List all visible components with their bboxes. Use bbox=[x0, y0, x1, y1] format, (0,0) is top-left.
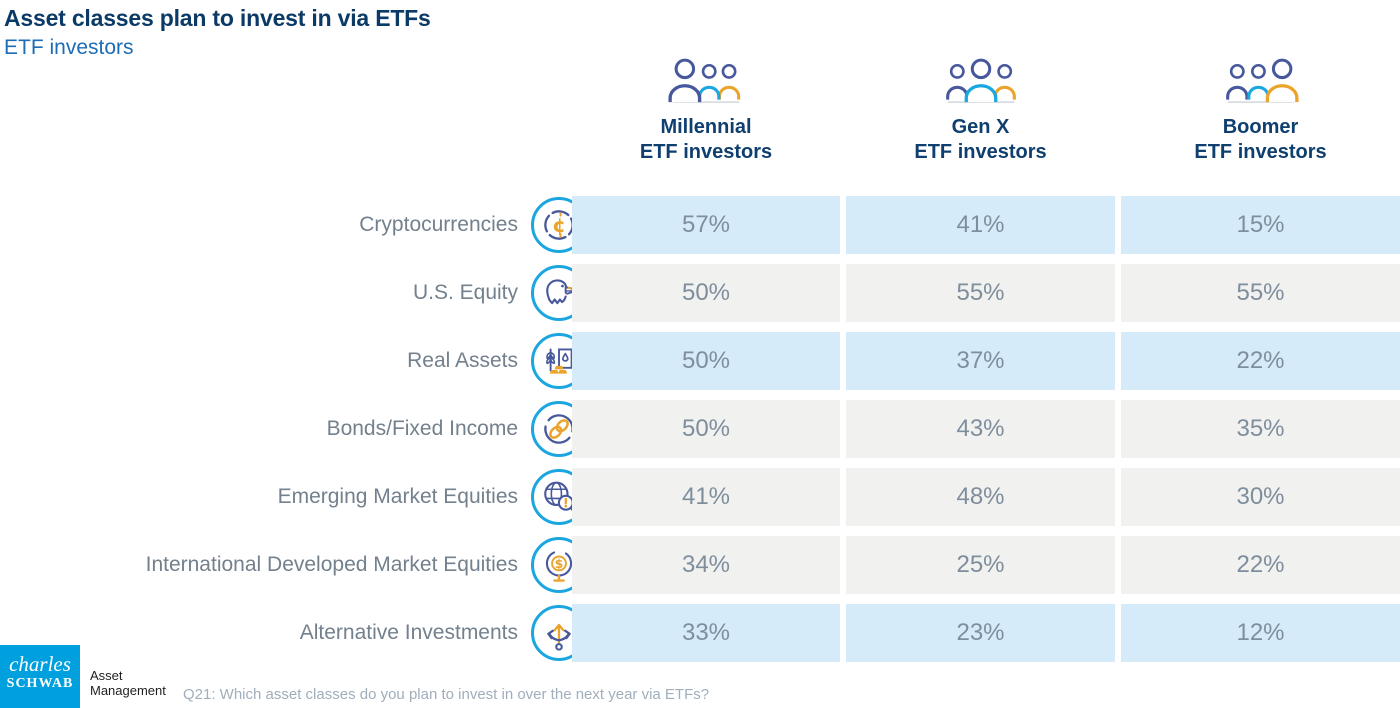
value-cell: 43% bbox=[846, 400, 1115, 458]
value-cell: 23% bbox=[846, 604, 1115, 662]
column-name: Gen X bbox=[951, 116, 1010, 138]
table-row: Bonds/Fixed Income 50% 43% 35% bbox=[0, 400, 1400, 458]
table-row: U.S. Equity 50% 55% 55% bbox=[0, 264, 1400, 322]
page-title: Asset classes plan to invest in via ETFs bbox=[4, 5, 431, 31]
logo-schwab-text: SCHWAB bbox=[6, 676, 74, 691]
survey-question-footnote: Q21: Which asset classes do you plan to … bbox=[183, 686, 710, 703]
table-row: Emerging Market Equities 41% 48% 30% bbox=[0, 468, 1400, 526]
value-cell: 12% bbox=[1121, 604, 1400, 662]
people-group-millennial-icon bbox=[665, 56, 747, 106]
column-name: Millennial bbox=[660, 116, 752, 138]
value-cell: 37% bbox=[846, 332, 1115, 390]
row-label: Bonds/Fixed Income bbox=[326, 417, 518, 440]
charles-schwab-logo: charles SCHWAB bbox=[0, 645, 80, 708]
people-group-genx-icon bbox=[940, 56, 1022, 106]
value-cell: 22% bbox=[1121, 332, 1400, 390]
value-cell: 30% bbox=[1121, 468, 1400, 526]
value-cell: 34% bbox=[572, 536, 840, 594]
column-header: Boomer ETF investors bbox=[1121, 56, 1400, 165]
column-subname: ETF investors bbox=[639, 141, 773, 163]
value-cell: 50% bbox=[572, 332, 840, 390]
table-row: Real Assets 50% 37% 22% bbox=[0, 332, 1400, 390]
people-group-boomer-icon bbox=[1220, 56, 1302, 106]
row-label: International Developed Market Equities bbox=[145, 553, 518, 576]
column-name: Boomer bbox=[1222, 116, 1299, 138]
value-cell: 41% bbox=[572, 468, 840, 526]
value-cell: 35% bbox=[1121, 400, 1400, 458]
table-row: Alternative Investments 33% 23% 12% bbox=[0, 604, 1400, 662]
row-label: U.S. Equity bbox=[412, 281, 518, 304]
column-header: Millennial ETF investors bbox=[572, 56, 840, 165]
value-cell: 57% bbox=[572, 196, 840, 254]
division-line1: Asset bbox=[90, 668, 123, 683]
value-cell: 55% bbox=[1121, 264, 1400, 322]
value-cell: 41% bbox=[846, 196, 1115, 254]
column-header: Gen X ETF investors bbox=[846, 56, 1115, 165]
table-body: Cryptocurrencies 57% 41% 15% U.S. Equity… bbox=[0, 196, 1400, 662]
table-row: Cryptocurrencies 57% 41% 15% bbox=[0, 196, 1400, 254]
value-cell: 22% bbox=[1121, 536, 1400, 594]
row-label: Real Assets bbox=[407, 349, 518, 372]
table-row: International Developed Market Equities … bbox=[0, 536, 1400, 594]
page-subtitle: ETF investors bbox=[4, 36, 134, 59]
row-label: Cryptocurrencies bbox=[359, 213, 518, 236]
row-label: Emerging Market Equities bbox=[277, 485, 518, 508]
column-subname: ETF investors bbox=[914, 141, 1047, 163]
value-cell: 25% bbox=[846, 536, 1115, 594]
value-cell: 33% bbox=[572, 604, 840, 662]
division-label: Asset Management bbox=[90, 668, 166, 698]
division-line2: Management bbox=[90, 683, 166, 698]
column-subname: ETF investors bbox=[1194, 141, 1327, 163]
value-cell: 50% bbox=[572, 400, 840, 458]
value-cell: 48% bbox=[846, 468, 1115, 526]
value-cell: 50% bbox=[572, 264, 840, 322]
value-cell: 55% bbox=[846, 264, 1115, 322]
logo-charles-text: charles bbox=[9, 652, 71, 676]
value-cell: 15% bbox=[1121, 196, 1400, 254]
row-label: Alternative Investments bbox=[299, 621, 518, 644]
